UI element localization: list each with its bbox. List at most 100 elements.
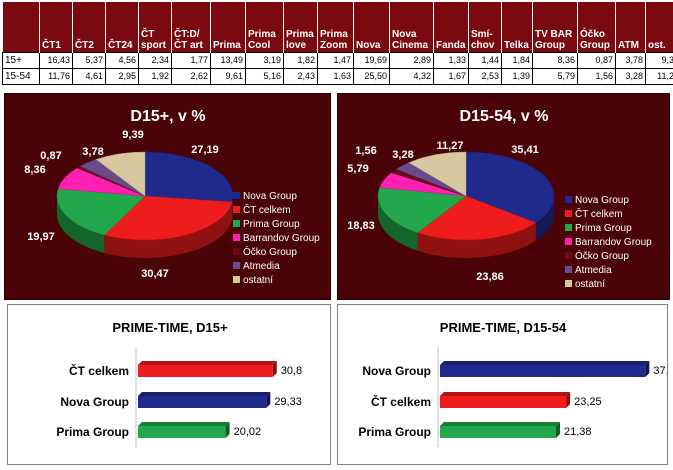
column-header: ost.	[645, 2, 673, 52]
pie-data-label: 19,97	[27, 231, 55, 243]
bar-category-label: Nova Group	[60, 395, 129, 409]
table-cell: 2,43	[283, 67, 318, 85]
bar-chart-prime-time-d15plus: PRIME-TIME, D15+ ČT celkem 30,8 Nova Group 2…	[7, 304, 331, 465]
pie-data-label: 1,56	[355, 145, 376, 157]
pie-slice	[144, 151, 234, 203]
table-cell: 4,61	[72, 67, 106, 85]
pie-data-label: 11,27	[437, 140, 464, 152]
table-row: 15+ 16,43 5,37 4,56 2,34 1,77 13,49 3,19…	[2, 51, 673, 69]
table-cell: 8,36	[532, 51, 578, 69]
pie-data-label: 3,78	[82, 146, 103, 158]
legend-entry: Barrandov Group	[575, 237, 652, 248]
table-cell: 1,44	[468, 51, 502, 69]
legend-entry: Barrandov Group	[243, 233, 320, 244]
table-cell: 1,82	[283, 51, 318, 69]
pie-slice-side	[232, 196, 233, 220]
table-cell: 13,49	[210, 51, 246, 69]
column-header: ČT24	[105, 2, 139, 52]
table-cell: 5,16	[245, 67, 284, 85]
column-header: ČT2	[72, 2, 106, 52]
pie-data-label: 3,28	[392, 149, 413, 161]
column-header: ATM	[615, 2, 646, 52]
bar	[440, 365, 646, 377]
legend-entry: Nova Group	[575, 195, 629, 206]
legend-swatch	[233, 206, 240, 213]
column-header: Óčko Group	[577, 2, 616, 52]
pie-slice	[417, 195, 537, 241]
table-row: 15-54 11,76 4,61 2,95 1,92 2,62 9,61 5,1…	[2, 67, 673, 85]
column-header: Telka	[501, 2, 533, 52]
table-cell: 2,62	[171, 67, 211, 85]
table-cell: 2,95	[105, 67, 139, 85]
pie-slice-side	[57, 197, 105, 253]
table-cell: 5,79	[532, 67, 578, 85]
legend-swatch	[565, 266, 572, 273]
pie-chart-svg: D15-54, v % 35,41 23,86 18,83 5,79 1,56 3,28 11…	[347, 108, 652, 290]
table-cell: 4,32	[389, 67, 434, 85]
table-cell: 3,19	[245, 51, 284, 69]
pie-data-label: 27,19	[191, 144, 219, 156]
pie-title: D15-54, v %	[460, 108, 549, 125]
column-header: Prima	[210, 2, 246, 52]
pie-chart-d15plus: D15+, v % 27,19 30,47 19,97 8,36 0,87 3,78 9,39…	[4, 93, 331, 300]
bar-top	[138, 361, 277, 365]
legend-entry: ČT celkem	[243, 203, 291, 216]
pie-data-label: 5,79	[347, 163, 368, 175]
legend-swatch	[233, 262, 240, 269]
table-cell: 25,50	[353, 67, 390, 85]
legend-swatch	[565, 224, 572, 231]
bar-value-label: 23,25	[574, 396, 602, 408]
table-cell: 1,92	[138, 67, 172, 85]
pie-data-label: 23,86	[476, 271, 504, 283]
legend-entry: ČT celkem	[575, 207, 623, 220]
column-header: Smí- chov	[468, 2, 502, 52]
pie-slice-side	[104, 202, 233, 258]
legend-entry: Nova Group	[243, 191, 297, 202]
pie-slice	[465, 151, 555, 224]
legend-swatch	[233, 276, 240, 283]
column-header: Nova Cinema	[389, 2, 434, 52]
legend-entry: ostatní	[243, 275, 273, 286]
pie-data-label: 9,39	[122, 129, 143, 141]
pie-chart-d15-54: D15-54, v % 35,41 23,86 18,83 5,79 1,56 3,28 11…	[337, 93, 670, 300]
row-label: 15+	[2, 51, 40, 69]
table-cell: 9,61	[210, 67, 246, 85]
legend-entry: Prima Group	[243, 219, 300, 230]
legend-swatch	[565, 210, 572, 217]
pie-data-label: 18,83	[347, 220, 375, 232]
table-cell: 3,78	[615, 51, 646, 69]
bar-value-label: 20,02	[234, 426, 262, 438]
legend-entry: Prima Group	[575, 223, 632, 234]
column-header: Nova	[353, 2, 390, 52]
row-label: 15-54	[2, 67, 40, 85]
table-cell: 1,39	[501, 67, 533, 85]
table-cell: 1,77	[171, 51, 211, 69]
pie-slice	[56, 188, 146, 236]
bar-chart-title: PRIME-TIME, D15+	[112, 320, 228, 335]
bar	[440, 426, 556, 438]
column-header: ČT:D/ ČT art	[171, 2, 211, 52]
legend-swatch	[565, 196, 572, 203]
legend-entry: Óčko Group	[575, 249, 629, 262]
table-cell: 1,56	[577, 67, 616, 85]
bar-end	[555, 422, 560, 438]
table-cell: 1,84	[501, 51, 533, 69]
legend-swatch	[233, 220, 240, 227]
pie-data-label: 8,36	[24, 164, 45, 176]
table-cell: 4,56	[105, 51, 139, 69]
bar	[138, 426, 226, 438]
table-cell: 0,87	[577, 51, 616, 69]
pie-slice	[103, 195, 233, 241]
pie-chart-svg: D15+, v % 27,19 30,47 19,97 8,36 0,87 3,78 9,39…	[24, 108, 320, 286]
column-header: Prima Zoom	[317, 2, 354, 52]
column-header: ČT sport	[138, 2, 172, 52]
bar-chart-svg: PRIME-TIME, D15-54 Nova Group 37,85 ČT celk…	[358, 320, 667, 447]
legend-swatch	[233, 234, 240, 241]
table-cell: 1,67	[433, 67, 469, 85]
bar-top	[440, 392, 571, 396]
pie-slice	[95, 151, 146, 197]
bar-category-label: Prima Group	[56, 425, 129, 439]
bar-end	[566, 392, 571, 408]
bar-category-label: Prima Group	[358, 425, 431, 439]
pie-data-label: 0,87	[40, 150, 61, 162]
